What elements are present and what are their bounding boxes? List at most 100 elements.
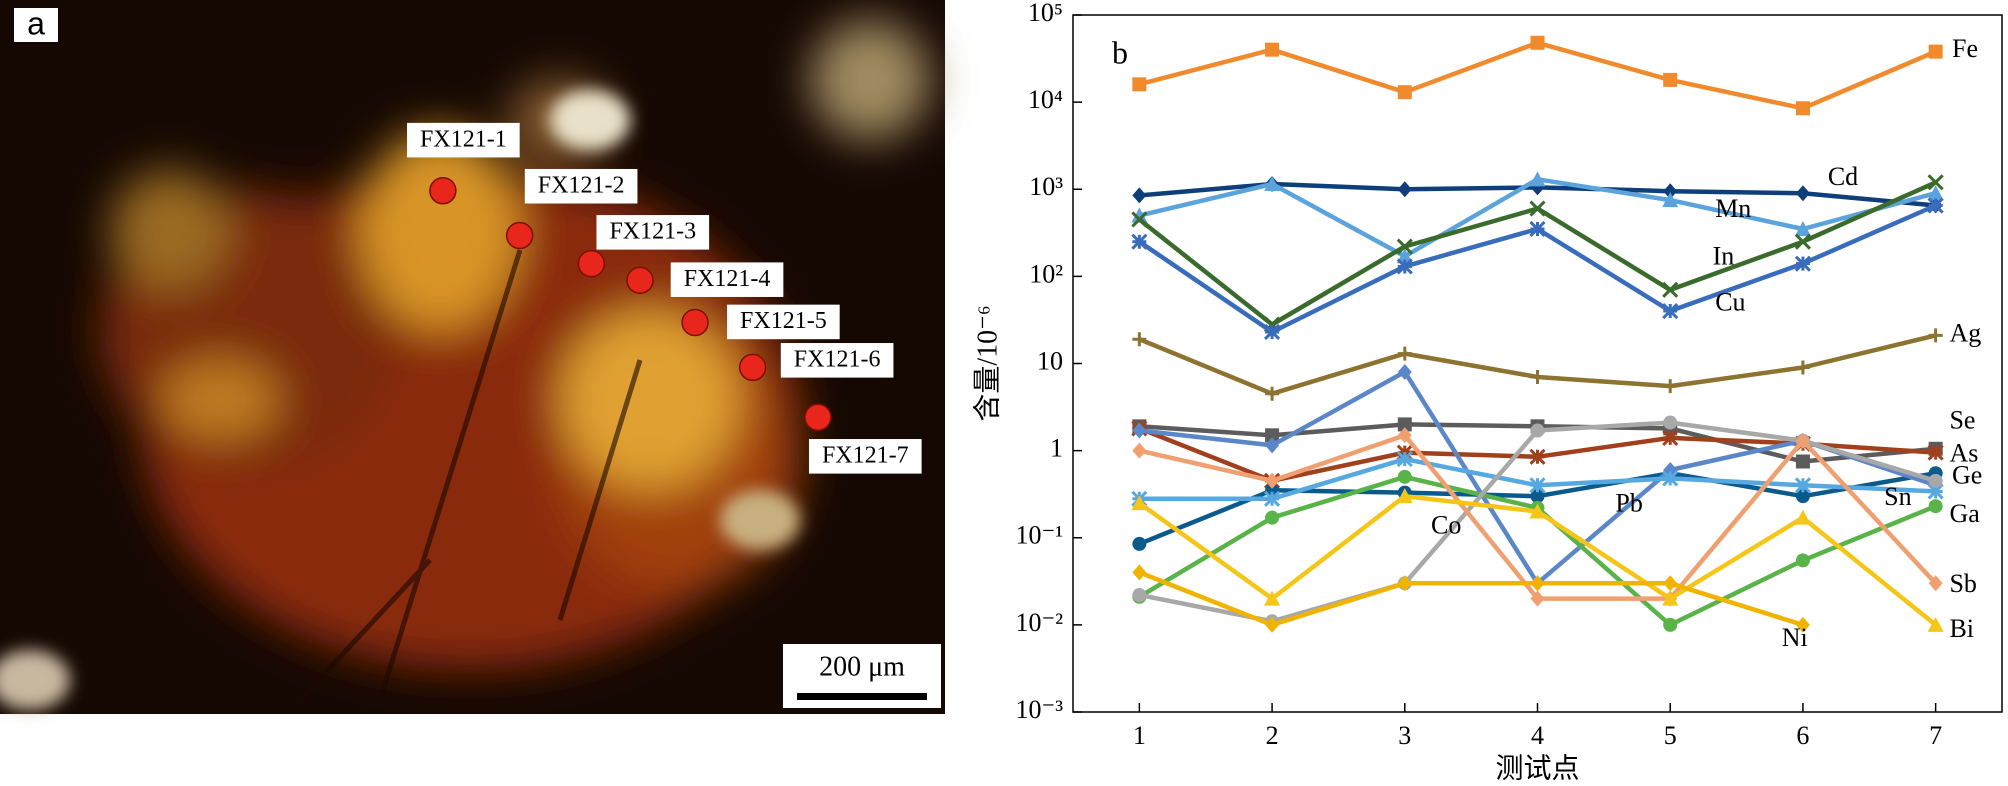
- marker: [1132, 536, 1147, 551]
- point-label-box: [808, 439, 922, 474]
- marker: [1264, 175, 1281, 191]
- marker: [1795, 360, 1810, 375]
- y-tick-label: 10: [1037, 346, 1063, 375]
- series-line: [1138, 333, 1937, 396]
- marker: [1131, 211, 1148, 228]
- marker: [1530, 489, 1545, 504]
- marker: [1795, 432, 1810, 449]
- x-tick-label: 2: [1266, 721, 1279, 750]
- marker: [1397, 417, 1412, 432]
- series-label: Ga: [1949, 499, 1980, 528]
- x-tick-label: 3: [1398, 721, 1411, 750]
- marker: [1264, 490, 1281, 507]
- marker: [1927, 616, 1944, 632]
- marker: [1529, 171, 1546, 187]
- point-label: FX121-6: [794, 346, 881, 372]
- marker: [1265, 42, 1280, 57]
- marker: [1530, 35, 1545, 50]
- marker: [1663, 183, 1678, 200]
- marker: [1396, 488, 1413, 504]
- point-label: FX121-3: [609, 218, 696, 244]
- marker: [1265, 510, 1280, 525]
- marker: [1529, 448, 1546, 465]
- marker: [1132, 422, 1147, 439]
- marker: [1265, 386, 1280, 401]
- sample-point: [804, 403, 832, 432]
- sample-point: [738, 353, 767, 382]
- marker: [1795, 489, 1810, 504]
- marker: [1529, 477, 1546, 494]
- series-label: Cu: [1715, 288, 1745, 317]
- marker: [1663, 617, 1678, 632]
- x-tick-label: 5: [1664, 721, 1677, 750]
- marker: [1795, 553, 1810, 568]
- series-label: As: [1949, 439, 1978, 468]
- marker: [1794, 233, 1811, 250]
- sample-point: [681, 308, 709, 337]
- marker: [1397, 363, 1412, 380]
- series-label: Sb: [1949, 569, 1976, 598]
- y-axis-title: 含量/10⁻⁶: [971, 305, 1003, 421]
- marker: [1132, 564, 1147, 581]
- marker: [1662, 192, 1679, 208]
- marker: [1265, 616, 1280, 633]
- point-label: FX121-7: [822, 442, 909, 468]
- sample-point: [626, 266, 654, 295]
- marker: [1795, 454, 1810, 469]
- marker: [1397, 427, 1412, 444]
- series-label: Bi: [1949, 614, 1974, 643]
- marker: [1928, 499, 1943, 514]
- series-label: Ni: [1782, 623, 1808, 652]
- micrograph: a 200 μm FX121-1 FX121-2 FX121-3 FX121-4 FX1…: [0, 0, 945, 714]
- marker: [1927, 444, 1944, 461]
- y-tick-label: 10⁴: [1028, 85, 1063, 114]
- marker: [1396, 248, 1413, 264]
- point-label: FX121-2: [538, 172, 625, 198]
- series-label: Se: [1949, 405, 1975, 434]
- sample-point: [429, 176, 457, 205]
- series-label: Sn: [1884, 482, 1911, 511]
- point-label: FX121-5: [740, 308, 827, 334]
- marker: [1530, 575, 1545, 592]
- point-label: FX121-1: [420, 126, 507, 152]
- marker: [1663, 575, 1678, 592]
- marker: [1927, 483, 1944, 500]
- y-tick-label: 10⁻³: [1015, 695, 1063, 724]
- marker: [1928, 575, 1943, 592]
- marker: [1662, 281, 1679, 298]
- marker: [1132, 442, 1147, 459]
- marker: [1530, 369, 1545, 384]
- marker: [1529, 220, 1546, 238]
- marker: [1795, 101, 1810, 116]
- marker: [1396, 238, 1413, 255]
- marker: [1794, 255, 1811, 272]
- marker: [1794, 477, 1811, 494]
- marker: [1132, 77, 1147, 92]
- point-label-box: [670, 262, 784, 297]
- marker: [1397, 85, 1412, 100]
- series-label: Pb: [1615, 489, 1642, 518]
- marker: [1265, 472, 1280, 489]
- x-tick-label: 1: [1133, 721, 1146, 750]
- marker: [1928, 44, 1943, 59]
- marker: [1529, 200, 1546, 217]
- marker: [1264, 323, 1281, 341]
- sample-point: [505, 221, 534, 250]
- marker: [1132, 332, 1147, 347]
- marker: [1397, 181, 1412, 198]
- marker: [1530, 590, 1545, 607]
- series-label: Ge: [1952, 460, 1982, 489]
- marker: [1662, 590, 1679, 606]
- point-label-box: [727, 304, 840, 340]
- series-label: Ag: [1949, 318, 1981, 347]
- marker: [1927, 197, 1944, 214]
- marker: [1397, 575, 1412, 592]
- point-label: FX121-4: [684, 266, 771, 292]
- series-line: [1138, 570, 1804, 628]
- point-label-box: [596, 215, 710, 250]
- marker: [1131, 207, 1148, 223]
- marker: [1131, 233, 1148, 250]
- marker: [1265, 437, 1280, 454]
